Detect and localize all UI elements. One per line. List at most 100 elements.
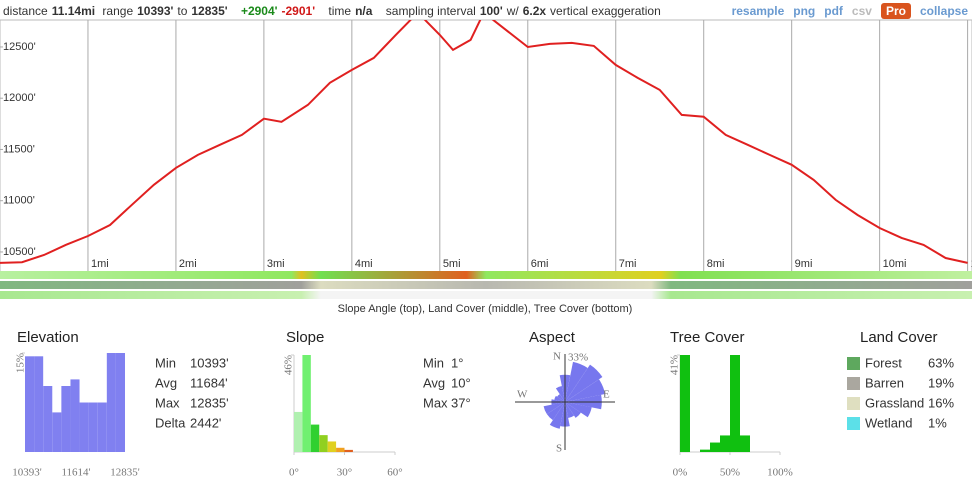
legend-value: 63%: [928, 355, 954, 370]
stat-label: Min: [155, 355, 176, 370]
histogram-bar: [310, 424, 320, 452]
panel-title: Aspect: [529, 329, 576, 346]
slope-strip: [0, 271, 972, 279]
stat-value: 10°: [451, 375, 471, 390]
rose-petal: [565, 364, 603, 402]
collapse-link[interactable]: collapse: [919, 4, 968, 18]
stat-label: Avg: [423, 375, 445, 390]
x-tick-label: 7mi: [619, 258, 637, 270]
panel-title: Slope: [286, 329, 324, 346]
histogram-bar: [700, 449, 710, 452]
y-tick-label: 10500': [3, 246, 36, 258]
strip-caption: Slope Angle (top), Land Cover (middle), …: [338, 303, 633, 315]
legend-name: Forest: [865, 355, 902, 370]
value: 11.14mi: [51, 4, 96, 18]
histogram-bar: [720, 435, 730, 452]
histogram-bar: [52, 412, 62, 452]
histogram-bar: [34, 356, 44, 452]
stat-value: 11684': [190, 375, 228, 390]
y-axis-label: 41%: [669, 355, 681, 375]
label: to: [177, 4, 188, 18]
pdf-link[interactable]: pdf: [824, 4, 843, 18]
histogram-bar: [710, 442, 720, 452]
stat-label: Min: [423, 355, 444, 370]
x-tick-label: 8mi: [707, 258, 725, 270]
y-tick-label: 12000': [3, 92, 36, 104]
rose-petal: [554, 395, 565, 402]
histogram-bar: [115, 353, 125, 452]
compass-label: N: [553, 351, 561, 363]
histogram-bar: [680, 355, 690, 452]
legend-swatch: [847, 417, 860, 430]
x-tick-label: 2mi: [179, 258, 197, 270]
histogram-bar: [97, 402, 107, 452]
pro-badge[interactable]: Pro: [880, 3, 911, 19]
legend-swatch: [847, 377, 860, 390]
x-tick-label: 4mi: [355, 258, 373, 270]
stat-label: Max: [155, 395, 180, 410]
legend-swatch: [847, 357, 860, 370]
toolbar: resample png pdf csv Pro collapse: [723, 3, 968, 19]
rose-petal: [565, 361, 588, 402]
histogram-bar: [327, 441, 337, 452]
stat-value: 2442': [190, 415, 221, 430]
loss: -2901': [281, 4, 316, 18]
histogram-bar: [319, 435, 328, 452]
land-strip: [0, 281, 972, 289]
histogram-bar: [25, 356, 35, 452]
stat-label: Avg: [155, 375, 177, 390]
x-tick-label: 0%: [673, 467, 688, 479]
stat-label: Delta: [155, 415, 186, 430]
label: time: [328, 4, 352, 18]
panel-title: Elevation: [17, 329, 79, 346]
x-tick-label: 0°: [289, 467, 299, 479]
label: distance: [3, 4, 48, 18]
legend-name: Wetland: [865, 415, 912, 430]
rose-petal: [555, 386, 565, 402]
y-axis-label: 46%: [283, 355, 295, 375]
csv-link[interactable]: csv: [851, 4, 872, 18]
x-tick-label: 1: [971, 258, 972, 270]
gain: +2904': [240, 4, 278, 18]
legend-name: Barren: [865, 375, 904, 390]
stat-value: 1°: [451, 355, 463, 370]
elevation-line: [0, 20, 968, 264]
x-tick-label: 60°: [387, 467, 402, 479]
x-tick-label: 10mi: [883, 258, 907, 270]
plot-frame: [0, 19, 972, 273]
x-tick-label: 9mi: [795, 258, 813, 270]
png-link[interactable]: png: [793, 4, 816, 18]
rose-petal: [565, 402, 581, 418]
legend-value: 16%: [928, 395, 954, 410]
label: vertical exaggeration: [550, 4, 661, 18]
resample-link[interactable]: resample: [731, 4, 785, 18]
legend-swatch: [847, 397, 860, 410]
value: 10393': [137, 4, 174, 18]
legend-value: 1%: [928, 415, 947, 430]
compass-label: E: [603, 389, 610, 401]
value: n/a: [355, 4, 373, 18]
stat-value: 12835': [190, 395, 229, 410]
value: 100': [479, 4, 503, 18]
rose-petal: [565, 402, 592, 418]
rose-petal: [557, 394, 565, 402]
label: range: [102, 4, 134, 18]
histogram-bar: [79, 402, 89, 452]
panel-title: Land Cover: [860, 329, 938, 346]
histogram-bar: [70, 379, 80, 452]
rose-petal: [546, 402, 565, 421]
value: 6.2x: [522, 4, 547, 18]
compass-label: S: [556, 443, 562, 455]
r-tick-label: 33%: [568, 352, 588, 364]
histogram-bar: [302, 355, 311, 452]
x-axis-label: 10393': [12, 467, 42, 479]
x-tick-label: 3mi: [267, 258, 285, 270]
histogram-bar: [61, 386, 71, 452]
x-tick-label: 1mi: [91, 258, 109, 270]
legend-name: Grassland: [865, 395, 924, 410]
panel-title: Tree Cover: [670, 329, 744, 346]
histogram-bar: [336, 447, 345, 452]
x-axis-label: 11614': [61, 467, 90, 479]
